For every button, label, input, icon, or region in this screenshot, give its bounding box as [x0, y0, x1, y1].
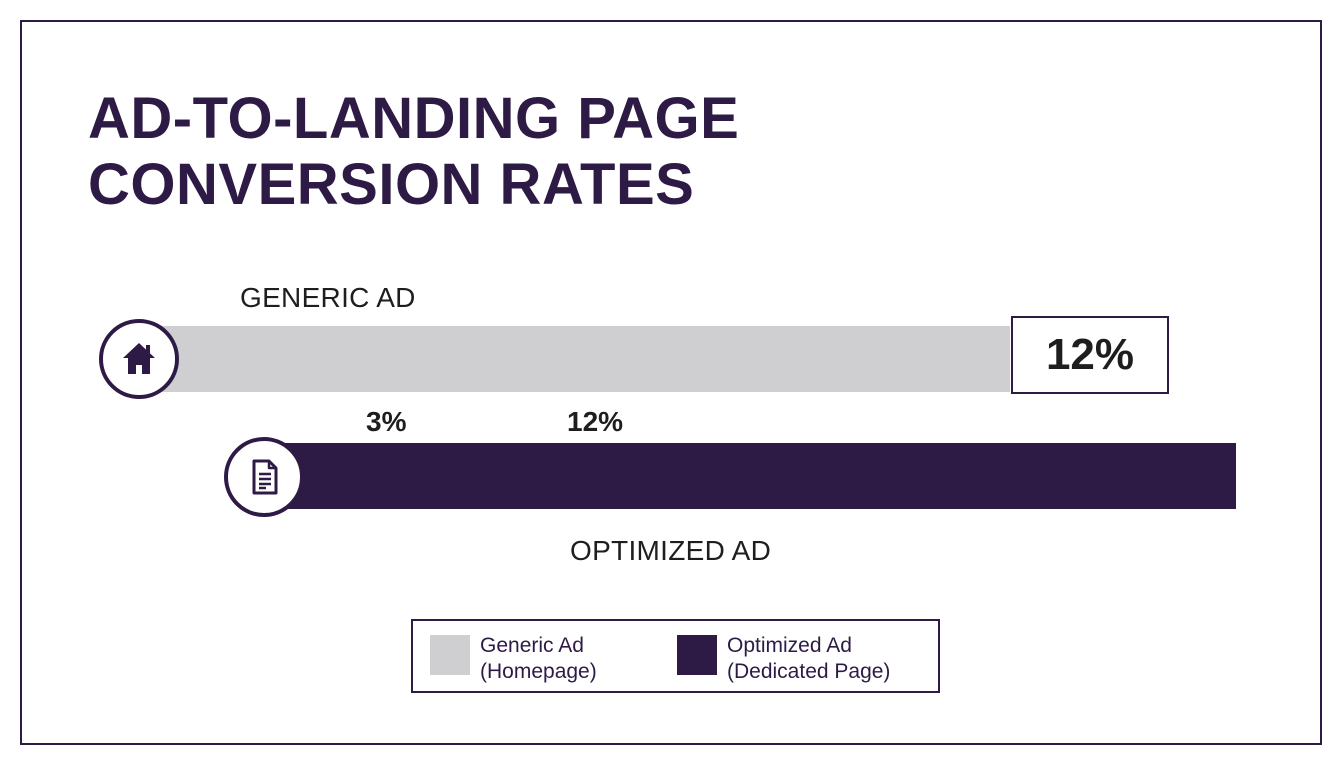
chart-title: AD-TO-LANDING PAGE CONVERSION RATES: [88, 86, 739, 218]
home-icon: [123, 343, 155, 374]
legend-text-generic: Generic Ad (Homepage): [480, 633, 597, 685]
legend-item-generic: Generic Ad (Homepage): [430, 633, 597, 685]
optimized-ad-bar: [264, 443, 1236, 509]
legend-item-optimized: Optimized Ad (Dedicated Page): [677, 633, 890, 685]
legend-optimized-line-1: Optimized Ad: [727, 634, 852, 657]
chart-frame: [20, 20, 1322, 745]
optimized-icon-badge: [224, 437, 304, 517]
legend-optimized-line-2: (Dedicated Page): [727, 660, 891, 683]
legend-swatch-optimized: [677, 635, 717, 675]
generic-icon-badge: [99, 319, 179, 399]
optimized-ad-label: OPTIMIZED AD: [570, 535, 772, 566]
chart-legend: Generic Ad (Homepage) Optimized Ad (Dedi…: [411, 619, 940, 693]
legend-text-optimized: Optimized Ad (Dedicated Page): [727, 633, 890, 685]
legend-swatch-generic: [430, 635, 470, 675]
generic-ad-bar: [140, 326, 1010, 392]
generic-ad-label: GENERIC AD: [240, 282, 416, 313]
generic-value-box: 12%: [1011, 316, 1169, 394]
legend-generic-line-2: (Homepage): [480, 660, 597, 683]
tick-label-12: 12%: [567, 406, 624, 437]
tick-label-3: 3%: [366, 406, 407, 437]
legend-generic-line-1: Generic Ad: [480, 634, 584, 657]
generic-value-label: 12%: [1045, 330, 1135, 379]
chart-title-line-1: AD-TO-LANDING PAGE: [88, 86, 740, 151]
chart-title-line-2: CONVERSION RATES: [88, 152, 695, 217]
document-icon: [252, 459, 278, 495]
